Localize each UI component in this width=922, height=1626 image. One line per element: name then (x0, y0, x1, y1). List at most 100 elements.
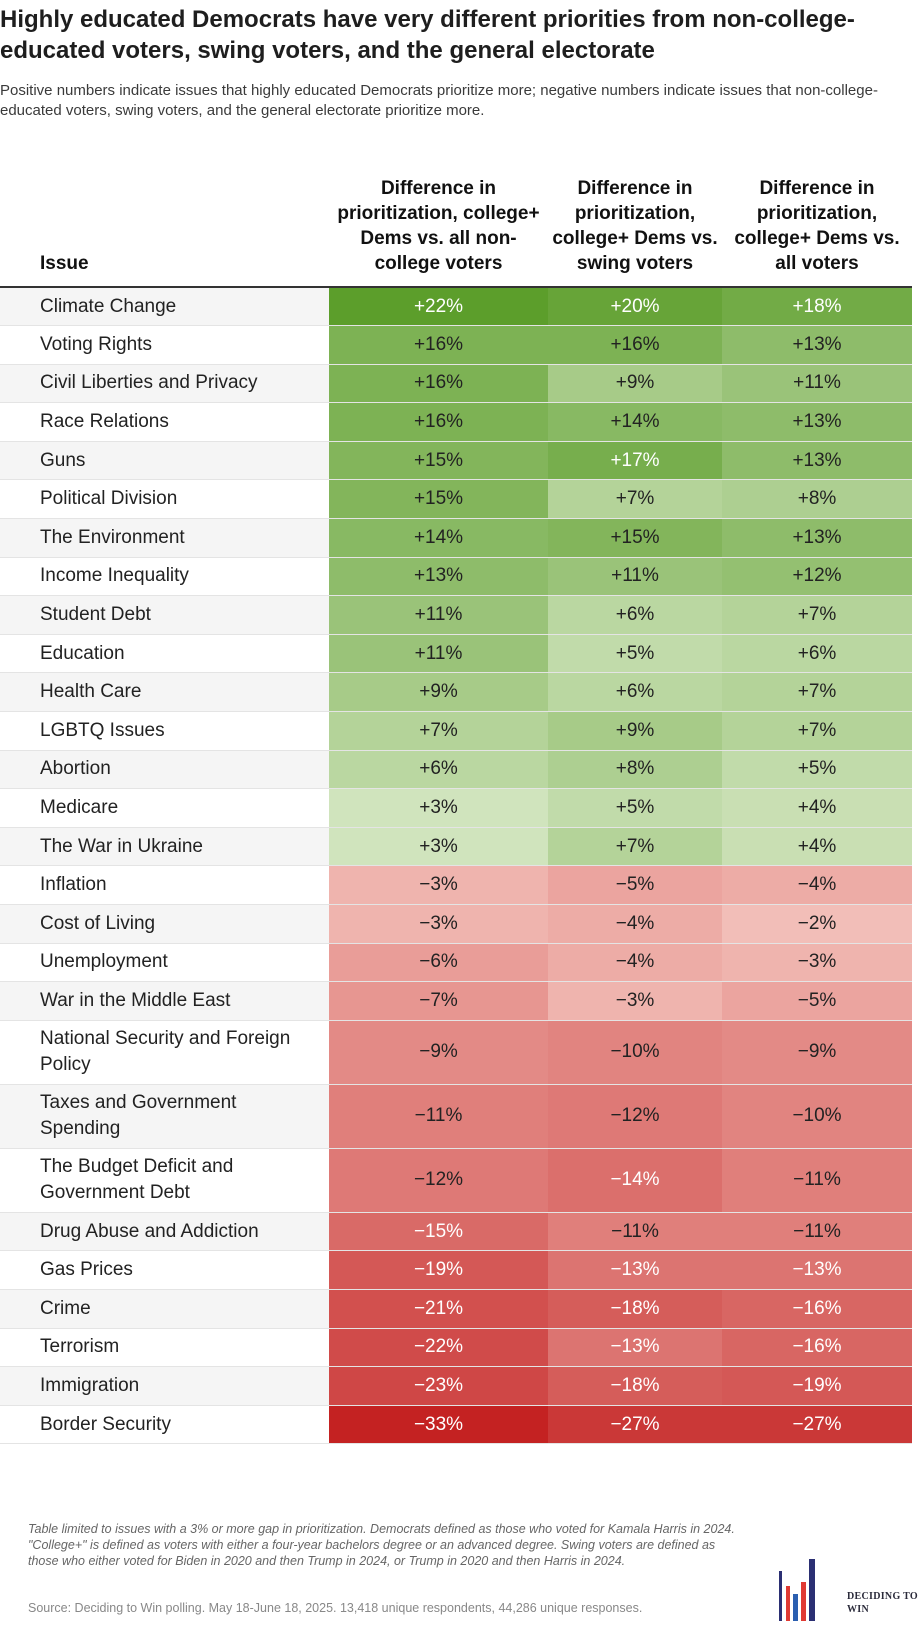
value-cell: +14% (548, 402, 722, 442)
value-cell: +7% (722, 711, 912, 751)
value-cell: −3% (722, 943, 912, 983)
issue-label: Unemployment (0, 943, 329, 983)
value-cell: −16% (722, 1328, 912, 1368)
value-cell: +13% (722, 325, 912, 365)
value-cell: +5% (548, 634, 722, 674)
table-row: The Budget Deficit and Government Debt −1… (0, 1148, 912, 1213)
table-row: Border Security −33% −27% −27% (0, 1405, 912, 1445)
table-row: Civil Liberties and Privacy +16% +9% +11% (0, 364, 912, 404)
value-cell: −5% (548, 865, 722, 905)
value-cell: +20% (548, 287, 722, 327)
issue-label: Civil Liberties and Privacy (0, 364, 329, 404)
issue-label: The War in Ukraine (0, 827, 329, 867)
value-cell: −21% (329, 1289, 548, 1329)
table-row: Cost of Living −3% −4% −2% (0, 904, 912, 944)
issue-label: Inflation (0, 865, 329, 905)
value-cell: +6% (329, 750, 548, 790)
value-cell: −27% (722, 1405, 912, 1445)
table-row: Education +11% +5% +6% (0, 634, 912, 674)
value-cell: +4% (722, 788, 912, 828)
value-cell: +16% (329, 402, 548, 442)
issue-label: Crime (0, 1289, 329, 1329)
value-cell: −11% (722, 1212, 912, 1252)
value-cell: −3% (548, 981, 722, 1021)
issue-label: Border Security (0, 1405, 329, 1445)
value-cell: +16% (329, 325, 548, 365)
chart-subtitle: Positive numbers indicate issues that hi… (0, 82, 878, 119)
issue-label: The Environment (0, 518, 329, 558)
source-note: Source: Deciding to Win polling. May 18-… (28, 1601, 643, 1615)
issue-label: The Budget Deficit and Government Debt (0, 1148, 329, 1213)
value-cell: +13% (722, 441, 912, 481)
issue-label: Voting Rights (0, 325, 329, 365)
issue-label: Climate Change (0, 287, 329, 327)
column-header-non-college: Difference in prioritization, college+ D… (329, 150, 548, 288)
value-cell: −9% (329, 1020, 548, 1085)
issue-label: Taxes and Government Spending (0, 1084, 329, 1149)
value-cell: +9% (329, 672, 548, 713)
value-cell: −23% (329, 1366, 548, 1406)
value-cell: −5% (722, 981, 912, 1021)
issue-label: Abortion (0, 750, 329, 790)
issue-label: Political Division (0, 479, 329, 520)
table-row: Voting Rights +16% +16% +13% (0, 325, 912, 365)
value-cell: +11% (329, 634, 548, 674)
value-cell: +7% (548, 827, 722, 867)
table-row: Guns +15% +17% +13% (0, 441, 912, 481)
value-cell: −27% (548, 1405, 722, 1445)
table-body: Climate Change +22% +20% +18% Voting Rights +… (0, 287, 912, 1445)
value-cell: +5% (548, 788, 722, 828)
value-cell: +11% (329, 595, 548, 635)
value-cell: +17% (548, 441, 722, 481)
value-cell: −2% (722, 904, 912, 944)
value-cell: +8% (722, 479, 912, 520)
value-cell: −9% (722, 1020, 912, 1085)
value-cell: +13% (722, 518, 912, 558)
value-cell: −7% (329, 981, 548, 1021)
footnote: Table limited to issues with a 3% or mor… (28, 1522, 735, 1568)
value-cell: +11% (722, 364, 912, 404)
value-cell: −12% (329, 1148, 548, 1213)
issue-label: Medicare (0, 788, 329, 828)
issue-label: Race Relations (0, 402, 329, 442)
column-header-swing: Difference in prioritization, college+ D… (548, 150, 722, 288)
value-cell: −18% (548, 1366, 722, 1406)
value-cell: −11% (722, 1148, 912, 1213)
issue-label: LGBTQ Issues (0, 711, 329, 751)
value-cell: −16% (722, 1289, 912, 1329)
table-row: Race Relations +16% +14% +13% (0, 402, 912, 442)
issue-label: Drug Abuse and Addiction (0, 1212, 329, 1252)
value-cell: +12% (722, 557, 912, 597)
value-cell: +6% (548, 672, 722, 713)
issue-label: National Security and Foreign Policy (0, 1020, 329, 1085)
table-row: Crime −21% −18% −16% (0, 1289, 912, 1329)
value-cell: −22% (329, 1328, 548, 1368)
value-cell: +3% (329, 788, 548, 828)
column-header-all-voters: Difference in prioritization, college+ D… (722, 150, 912, 288)
table-row: LGBTQ Issues +7% +9% +7% (0, 711, 912, 751)
value-cell: −6% (329, 943, 548, 983)
column-header-issue: Issue (0, 150, 329, 288)
chart-title: Highly educated Democrats have very diff… (0, 6, 855, 64)
table-row: Drug Abuse and Addiction −15% −11% −11% (0, 1212, 912, 1252)
table-row: Gas Prices −19% −13% −13% (0, 1250, 912, 1290)
table-row: National Security and Foreign Policy −9% −… (0, 1020, 912, 1085)
value-cell: −13% (548, 1328, 722, 1368)
value-cell: −13% (548, 1250, 722, 1290)
value-cell: −33% (329, 1405, 548, 1445)
table-row: The Environment +14% +15% +13% (0, 518, 912, 558)
value-cell: −10% (722, 1084, 912, 1149)
table-row: Student Debt +11% +6% +7% (0, 595, 912, 635)
issue-label: Income Inequality (0, 557, 329, 597)
table-row: Abortion +6% +8% +5% (0, 750, 912, 790)
value-cell: +13% (329, 557, 548, 597)
table-row: The War in Ukraine +3% +7% +4% (0, 827, 912, 867)
issue-label: Terrorism (0, 1328, 329, 1368)
issue-label: Gas Prices (0, 1250, 329, 1290)
table-row: Taxes and Government Spending −11% −12% −10… (0, 1084, 912, 1149)
table-row: Unemployment −6% −4% −3% (0, 943, 912, 983)
table-row: War in the Middle East −7% −3% −5% (0, 981, 912, 1021)
value-cell: −4% (722, 865, 912, 905)
value-cell: −15% (329, 1212, 548, 1252)
value-cell: −11% (548, 1212, 722, 1252)
